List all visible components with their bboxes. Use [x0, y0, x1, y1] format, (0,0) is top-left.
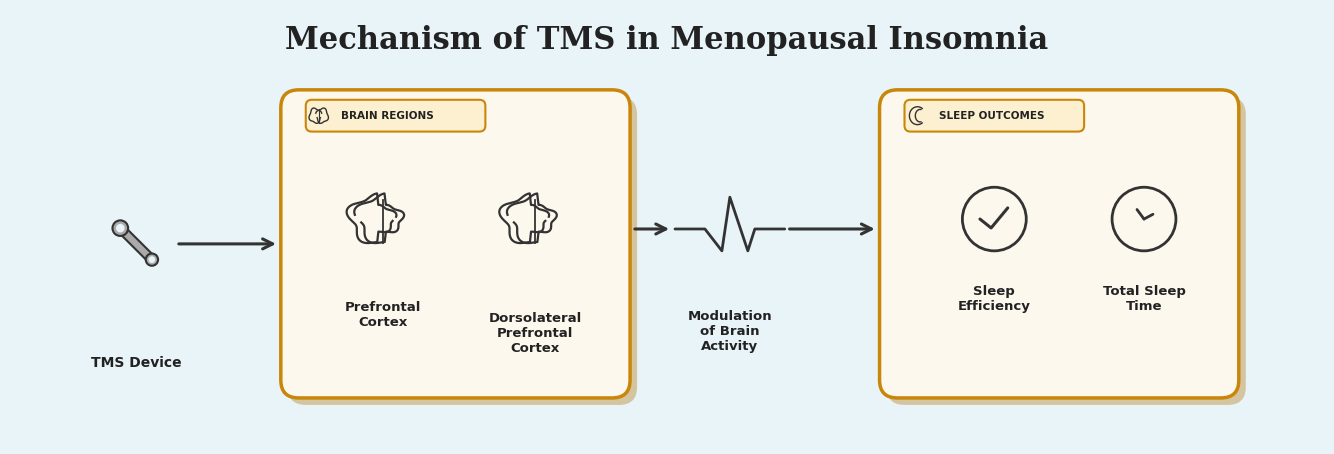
Polygon shape	[117, 225, 155, 262]
FancyBboxPatch shape	[280, 90, 630, 398]
Text: SLEEP OUTCOMES: SLEEP OUTCOMES	[939, 111, 1045, 121]
FancyBboxPatch shape	[879, 90, 1239, 398]
FancyBboxPatch shape	[904, 100, 1085, 132]
Text: Total Sleep
Time: Total Sleep Time	[1103, 285, 1186, 312]
Text: Mechanism of TMS in Menopausal Insomnia: Mechanism of TMS in Menopausal Insomnia	[285, 25, 1049, 56]
Text: TMS Device: TMS Device	[91, 356, 181, 370]
Circle shape	[112, 220, 128, 236]
Circle shape	[145, 253, 157, 266]
Circle shape	[148, 256, 155, 263]
FancyBboxPatch shape	[305, 100, 486, 132]
FancyBboxPatch shape	[288, 97, 638, 405]
Text: Sleep
Efficiency: Sleep Efficiency	[958, 285, 1031, 312]
FancyBboxPatch shape	[887, 97, 1246, 405]
Text: BRAIN REGIONS: BRAIN REGIONS	[340, 111, 434, 121]
Circle shape	[116, 224, 124, 232]
Text: Dorsolateral
Prefrontal
Cortex: Dorsolateral Prefrontal Cortex	[488, 312, 582, 355]
Text: Prefrontal
Cortex: Prefrontal Cortex	[344, 301, 420, 330]
Text: Modulation
of Brain
Activity: Modulation of Brain Activity	[687, 310, 772, 353]
